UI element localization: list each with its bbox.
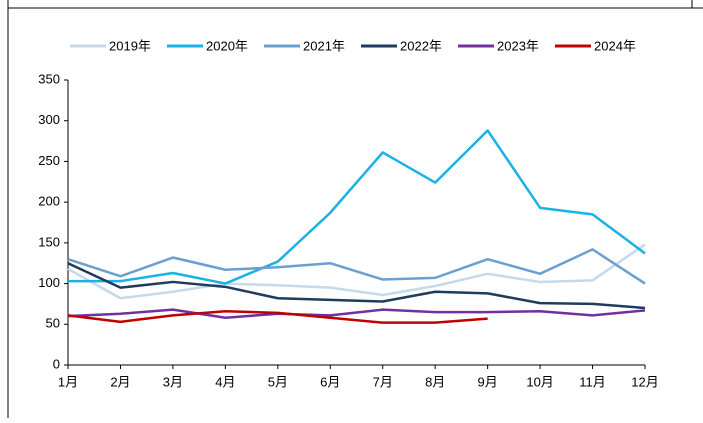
x-tick-label: 5月 — [268, 374, 288, 389]
x-tick-label: 4月 — [215, 374, 235, 389]
x-tick-label: 6月 — [320, 374, 340, 389]
series-line — [67, 243, 646, 300]
x-tick-label: 2月 — [110, 374, 130, 389]
series-line — [67, 310, 488, 324]
legend-label: 2019年 — [109, 38, 151, 53]
x-tick-label: 10月 — [526, 374, 553, 389]
y-tick-label: 0 — [53, 356, 60, 371]
y-tick-label: 300 — [38, 112, 60, 127]
legend-label: 2021年 — [303, 38, 345, 53]
x-tick-label: 3月 — [163, 374, 183, 389]
legend-label: 2022年 — [400, 38, 442, 53]
series-line — [67, 308, 646, 320]
y-tick-label: 50 — [46, 316, 60, 331]
legend-label: 2020年 — [206, 38, 248, 53]
y-tick-label: 250 — [38, 153, 60, 168]
x-tick-label: 8月 — [425, 374, 445, 389]
legend-label: 2023年 — [497, 38, 539, 53]
series-line — [67, 262, 646, 310]
x-tick-label: 12月 — [631, 374, 658, 389]
x-tick-label: 7月 — [373, 374, 393, 389]
x-tick-label: 1月 — [58, 374, 78, 389]
series-line — [67, 248, 646, 285]
x-tick-label: 11月 — [579, 374, 606, 389]
x-tick-label: 9月 — [478, 374, 498, 389]
series-line — [68, 129, 646, 285]
legend-label: 2024年 — [594, 38, 636, 53]
y-tick-label: 350 — [38, 71, 60, 86]
y-tick-label: 150 — [38, 234, 60, 249]
y-tick-label: 100 — [38, 275, 60, 290]
y-tick-label: 200 — [38, 194, 60, 209]
